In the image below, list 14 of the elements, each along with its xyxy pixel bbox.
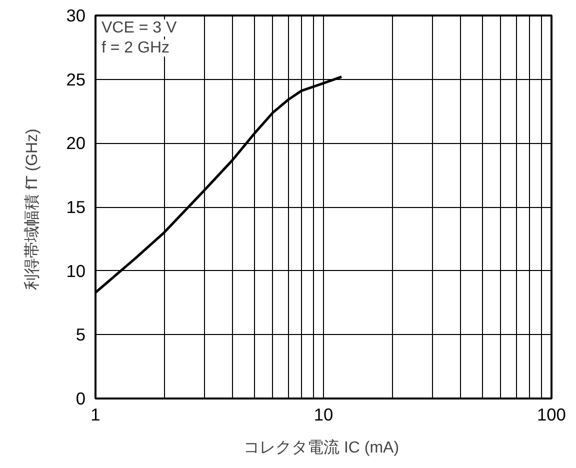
y-tick-label: 30	[66, 6, 86, 26]
x-tick-label: 1	[90, 404, 100, 424]
y-tick-label: 15	[66, 197, 86, 217]
y-tick-label: 25	[66, 69, 86, 90]
y-tick-label: 0	[76, 388, 86, 408]
y-tick-label: 20	[66, 133, 86, 154]
annotation: VCE = 3 V	[102, 20, 177, 36]
x-tick-label: 10	[314, 404, 334, 424]
y-tick-label: 5	[76, 324, 86, 345]
annotation: f = 2 GHz	[102, 40, 170, 56]
y-tick-label: 10	[66, 260, 86, 281]
y-axis-title: 利得帯域幅積 fT (GHz)	[23, 128, 42, 290]
x-tick-label: 100	[537, 404, 566, 424]
x-axis-title: コレクタ電流 IC (mA)	[244, 438, 400, 456]
